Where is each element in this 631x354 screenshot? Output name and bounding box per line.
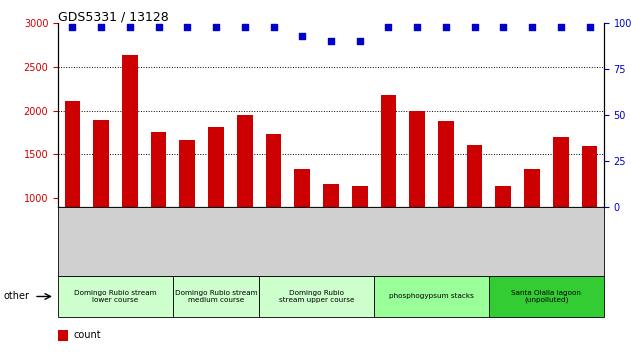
Point [326, 39, 336, 44]
Bar [266, 134, 281, 286]
Bar [323, 184, 339, 286]
Point [211, 24, 221, 29]
Text: Domingo Rubio
stream upper course: Domingo Rubio stream upper course [279, 290, 355, 303]
Text: phosphogypsum stacks: phosphogypsum stacks [389, 293, 474, 299]
Bar [467, 145, 483, 286]
Point [268, 24, 278, 29]
Bar [380, 95, 396, 286]
Point [527, 24, 537, 29]
Point [125, 24, 135, 29]
Point [469, 24, 480, 29]
Text: Santa Olalla lagoon
(unpolluted): Santa Olalla lagoon (unpolluted) [512, 290, 581, 303]
Point [153, 24, 163, 29]
Point [384, 24, 394, 29]
Point [297, 33, 307, 39]
Point [556, 24, 566, 29]
Bar [495, 185, 511, 286]
Point [584, 24, 594, 29]
Bar [64, 101, 80, 286]
Bar [93, 120, 109, 286]
Point [498, 24, 509, 29]
Text: Domingo Rubio stream
lower course: Domingo Rubio stream lower course [74, 290, 157, 303]
Text: other: other [3, 291, 29, 302]
Text: GDS5331 / 13128: GDS5331 / 13128 [58, 11, 169, 24]
Bar [237, 115, 252, 286]
Point [240, 24, 250, 29]
Bar [294, 170, 310, 286]
Bar [208, 127, 224, 286]
Bar [179, 139, 195, 286]
Point [68, 24, 78, 29]
Bar [151, 132, 167, 286]
Bar [553, 137, 569, 286]
Point [355, 39, 365, 44]
Point [412, 24, 422, 29]
Point [441, 24, 451, 29]
Text: count: count [73, 330, 101, 340]
Bar [524, 169, 540, 286]
Bar [582, 146, 598, 286]
Point [182, 24, 192, 29]
Bar [410, 111, 425, 286]
Point [96, 24, 106, 29]
Text: Domingo Rubio stream
medium course: Domingo Rubio stream medium course [175, 290, 257, 303]
Bar [352, 185, 368, 286]
Bar [122, 55, 138, 286]
Bar [438, 121, 454, 286]
